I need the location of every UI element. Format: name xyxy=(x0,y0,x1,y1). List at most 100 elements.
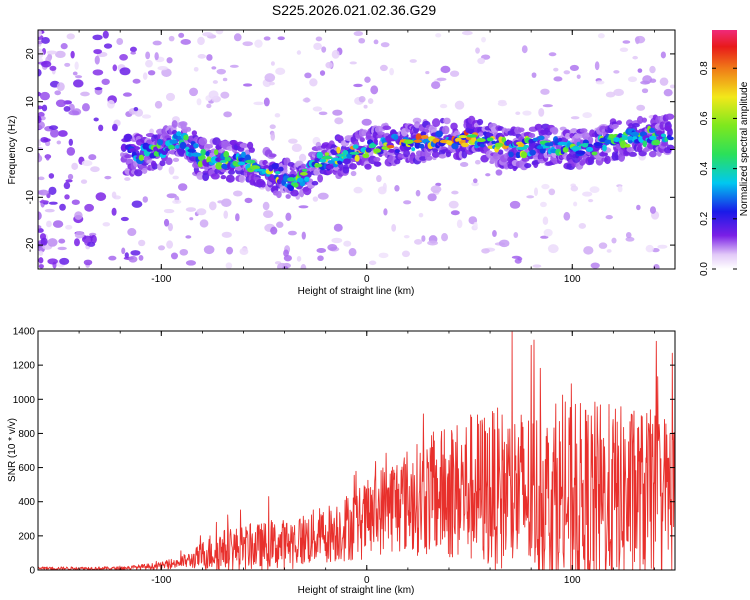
noise-blob xyxy=(649,65,656,74)
noise-blob xyxy=(217,200,224,204)
ridge-core xyxy=(446,140,453,146)
halo-blob xyxy=(373,161,382,167)
noise-blob xyxy=(382,182,387,192)
noise-blob xyxy=(358,37,366,44)
noise-blob xyxy=(485,173,491,177)
ridge-core xyxy=(301,168,308,172)
halo-blob xyxy=(648,150,657,158)
noise-blob xyxy=(471,181,479,187)
noise-blob xyxy=(165,92,176,102)
noise-blob xyxy=(180,38,192,45)
ridge-core xyxy=(342,149,349,155)
noise-blob xyxy=(128,255,138,263)
halo-blob xyxy=(212,137,221,146)
ridge-blob xyxy=(343,158,351,165)
colorbar-ticks: 0.0 0.2 0.4 0.6 0.8 xyxy=(699,61,737,276)
noise-blob xyxy=(223,210,229,219)
y-tick-label: 600 xyxy=(18,463,35,474)
noise-blob xyxy=(147,70,156,76)
noise-blob xyxy=(454,100,465,110)
noise-blob xyxy=(87,241,96,247)
colorbar-tick-label: 0.8 xyxy=(699,61,710,75)
ridge-blob xyxy=(336,146,341,154)
noise-blob xyxy=(80,179,88,184)
noise-blob xyxy=(65,179,73,183)
ridge-blob xyxy=(479,143,485,148)
ridge-blob xyxy=(183,134,189,141)
noise-blob xyxy=(166,57,173,64)
noise-blob xyxy=(71,162,79,171)
ridge-blob xyxy=(624,143,631,148)
noise-blob xyxy=(193,67,199,72)
halo-blob xyxy=(285,194,291,199)
noise-blob xyxy=(177,183,188,191)
noise-blob xyxy=(41,37,50,44)
ridge-core xyxy=(336,153,346,157)
noise-blob xyxy=(142,72,148,80)
noise-blob xyxy=(179,248,189,256)
noise-blob xyxy=(138,239,146,247)
noise-blob xyxy=(367,98,374,104)
x-tick-label: -100 xyxy=(151,575,171,586)
noise-blob xyxy=(46,50,57,55)
noise-blob xyxy=(304,72,312,79)
noise-blob xyxy=(242,83,253,87)
noise-blob xyxy=(107,99,115,109)
noise-blob xyxy=(613,88,624,97)
noise-blob xyxy=(481,248,490,254)
noise-blob xyxy=(669,84,675,89)
y-tick-label: 200 xyxy=(18,531,35,542)
halo-blob xyxy=(517,127,525,133)
noise-blob xyxy=(225,262,233,269)
ridge-blob xyxy=(508,151,514,158)
noise-blob xyxy=(124,252,129,259)
ridge-core xyxy=(575,150,586,155)
noise-blob xyxy=(48,173,55,179)
noise-blob xyxy=(435,182,442,187)
noise-blob xyxy=(441,233,448,242)
noise-blob xyxy=(274,113,281,118)
noise-blob xyxy=(185,235,192,239)
halo-blob xyxy=(665,113,675,120)
noise-blob xyxy=(152,40,162,46)
noise-blob xyxy=(130,250,141,256)
noise-blob xyxy=(578,223,587,229)
noise-blob xyxy=(350,170,357,177)
ridge-blob xyxy=(164,147,171,152)
ridge-core xyxy=(190,152,202,157)
noise-blob xyxy=(649,78,657,83)
noise-blob xyxy=(112,64,118,72)
noise-blob xyxy=(170,252,179,260)
noise-blob xyxy=(548,188,556,196)
noise-blob xyxy=(52,220,64,228)
noise-blob xyxy=(81,103,90,112)
noise-blob xyxy=(226,246,234,255)
noise-blob xyxy=(296,50,302,55)
halo-blob xyxy=(178,121,188,127)
noise-blob xyxy=(582,191,593,197)
noise-blob xyxy=(632,55,638,60)
noise-blob xyxy=(244,197,253,204)
halo-blob xyxy=(611,123,619,128)
halo-blob xyxy=(300,163,307,169)
noise-blob xyxy=(509,200,521,209)
noise-blob xyxy=(254,39,263,48)
noise-blob xyxy=(617,185,623,193)
noise-blob xyxy=(589,186,600,194)
noise-blob xyxy=(108,255,117,261)
noise-blob xyxy=(448,200,459,209)
ridge-blob xyxy=(241,151,246,158)
ridge-blob xyxy=(491,140,497,145)
noise-blob xyxy=(101,78,110,85)
noise-blob xyxy=(625,236,635,242)
noise-blob xyxy=(358,96,366,103)
ridge-core xyxy=(319,158,327,163)
noise-blob xyxy=(473,178,478,184)
y-tick-label: 1200 xyxy=(13,361,36,372)
ridge-core xyxy=(403,139,414,145)
ridge-core xyxy=(581,143,589,148)
noise-blob xyxy=(291,143,302,153)
noise-blob xyxy=(38,154,43,163)
